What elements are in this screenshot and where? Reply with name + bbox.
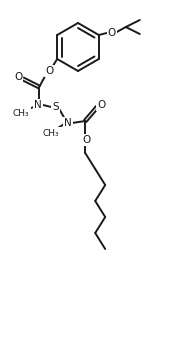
Text: N: N [64, 118, 72, 128]
Text: O: O [82, 135, 90, 145]
Text: O: O [14, 72, 22, 82]
Text: CH₃: CH₃ [43, 129, 59, 138]
Text: O: O [45, 66, 53, 76]
Text: CH₃: CH₃ [13, 108, 30, 118]
Text: N: N [34, 100, 42, 110]
Text: S: S [52, 102, 59, 112]
Text: O: O [97, 100, 105, 110]
Text: O: O [108, 28, 116, 38]
